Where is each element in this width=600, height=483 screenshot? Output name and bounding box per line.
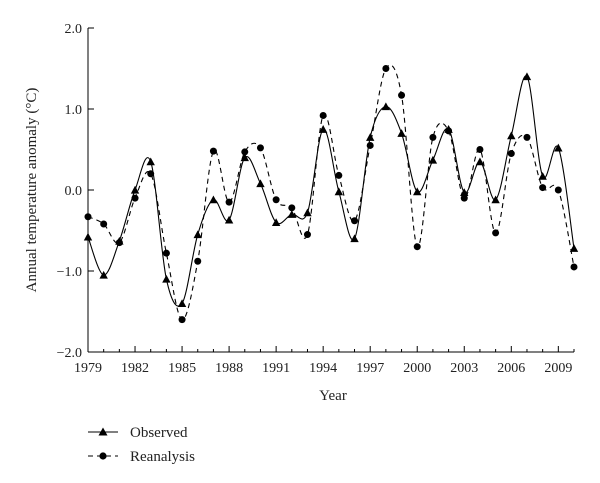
point-reanalysis (272, 196, 280, 204)
point-observed (397, 129, 406, 137)
y-tick-label: 1.0 (65, 103, 83, 118)
point-observed (256, 179, 265, 188)
point-observed (224, 215, 234, 224)
point-observed (193, 230, 202, 239)
point-reanalysis (445, 127, 453, 135)
point-reanalysis (398, 91, 406, 99)
point-reanalysis (241, 148, 249, 156)
point-observed (318, 125, 328, 133)
point-reanalysis (476, 146, 484, 153)
y-axis-label: Annual temperature anomaly (°C) (24, 88, 40, 293)
y-tick-label: −1.0 (57, 265, 82, 280)
point-reanalysis (131, 194, 139, 202)
point-reanalysis (303, 231, 311, 239)
point-observed (381, 102, 391, 111)
legend: Observed Reanalysis (88, 425, 195, 465)
point-observed (162, 274, 171, 283)
x-tick-label: 2006 (497, 361, 525, 376)
point-reanalysis (539, 184, 547, 192)
point-observed (271, 218, 281, 226)
y-tick-label: 2.0 (65, 22, 83, 37)
point-observed (491, 195, 500, 204)
x-tick-label: 1982 (121, 361, 149, 376)
legend-reanalysis-label: Reanalysis (130, 449, 195, 465)
point-reanalysis (429, 133, 437, 141)
axes (87, 28, 574, 353)
point-reanalysis (382, 65, 390, 72)
point-reanalysis (100, 220, 108, 228)
series-line-reanalysis (87, 64, 575, 321)
point-reanalysis (84, 213, 92, 221)
series-line-observed (87, 75, 575, 307)
legend-observed-marker (98, 427, 108, 436)
point-observed (303, 208, 312, 217)
series-markers (83, 65, 579, 324)
point-observed (522, 72, 532, 81)
point-observed (475, 157, 485, 166)
point-reanalysis (507, 150, 515, 158)
point-reanalysis (147, 170, 155, 178)
point-reanalysis (225, 198, 233, 206)
x-tick-label: 1979 (74, 361, 102, 376)
point-observed (83, 232, 93, 241)
point-observed (507, 131, 516, 140)
point-observed (365, 133, 375, 141)
point-observed (177, 299, 187, 307)
x-axis-label: Year (319, 388, 347, 404)
point-reanalysis (288, 204, 296, 212)
x-tick-label: 2009 (544, 361, 572, 376)
x-tick-label: 1997 (356, 361, 384, 376)
point-observed (334, 187, 344, 196)
point-observed (460, 188, 469, 196)
point-observed (350, 234, 359, 243)
point-reanalysis (209, 147, 217, 155)
point-observed (209, 195, 218, 204)
y-tick-label: 0.0 (65, 184, 83, 199)
series-lines (87, 64, 575, 321)
x-tick-label: 1985 (168, 361, 196, 376)
point-observed (554, 143, 563, 152)
point-observed (428, 155, 438, 164)
x-tick-label: 1991 (262, 361, 290, 376)
legend-reanalysis-marker (99, 452, 107, 460)
point-observed (130, 185, 140, 194)
point-reanalysis (335, 171, 343, 179)
x-tick-label: 1988 (215, 361, 243, 376)
point-observed (538, 172, 547, 180)
point-reanalysis (366, 141, 374, 149)
point-reanalysis (319, 111, 327, 119)
point-reanalysis (351, 217, 359, 225)
point-reanalysis (256, 144, 264, 152)
x-tick-label: 1994 (309, 361, 337, 376)
point-observed (99, 270, 108, 279)
point-observed (413, 187, 422, 196)
point-reanalysis (115, 239, 123, 247)
y-tick-label: −2.0 (57, 346, 82, 361)
x-tick-label: 2003 (450, 361, 478, 376)
point-reanalysis (492, 229, 500, 237)
point-reanalysis (178, 316, 186, 324)
point-observed (146, 157, 155, 166)
point-reanalysis (554, 186, 562, 194)
point-reanalysis (194, 257, 202, 265)
point-reanalysis (460, 194, 468, 202)
point-observed (287, 210, 297, 218)
point-observed (569, 244, 579, 252)
point-reanalysis (413, 243, 421, 251)
point-observed (240, 153, 249, 162)
x-tick-label: 2000 (403, 361, 431, 376)
point-reanalysis (523, 133, 531, 141)
ticks: −2.0 −1.0 0.0 1.0 2.0 1979 1982 1985 1988 1991 199… (57, 22, 575, 376)
legend-observed-label: Observed (130, 425, 188, 441)
point-reanalysis (162, 249, 170, 257)
point-reanalysis (570, 263, 578, 271)
